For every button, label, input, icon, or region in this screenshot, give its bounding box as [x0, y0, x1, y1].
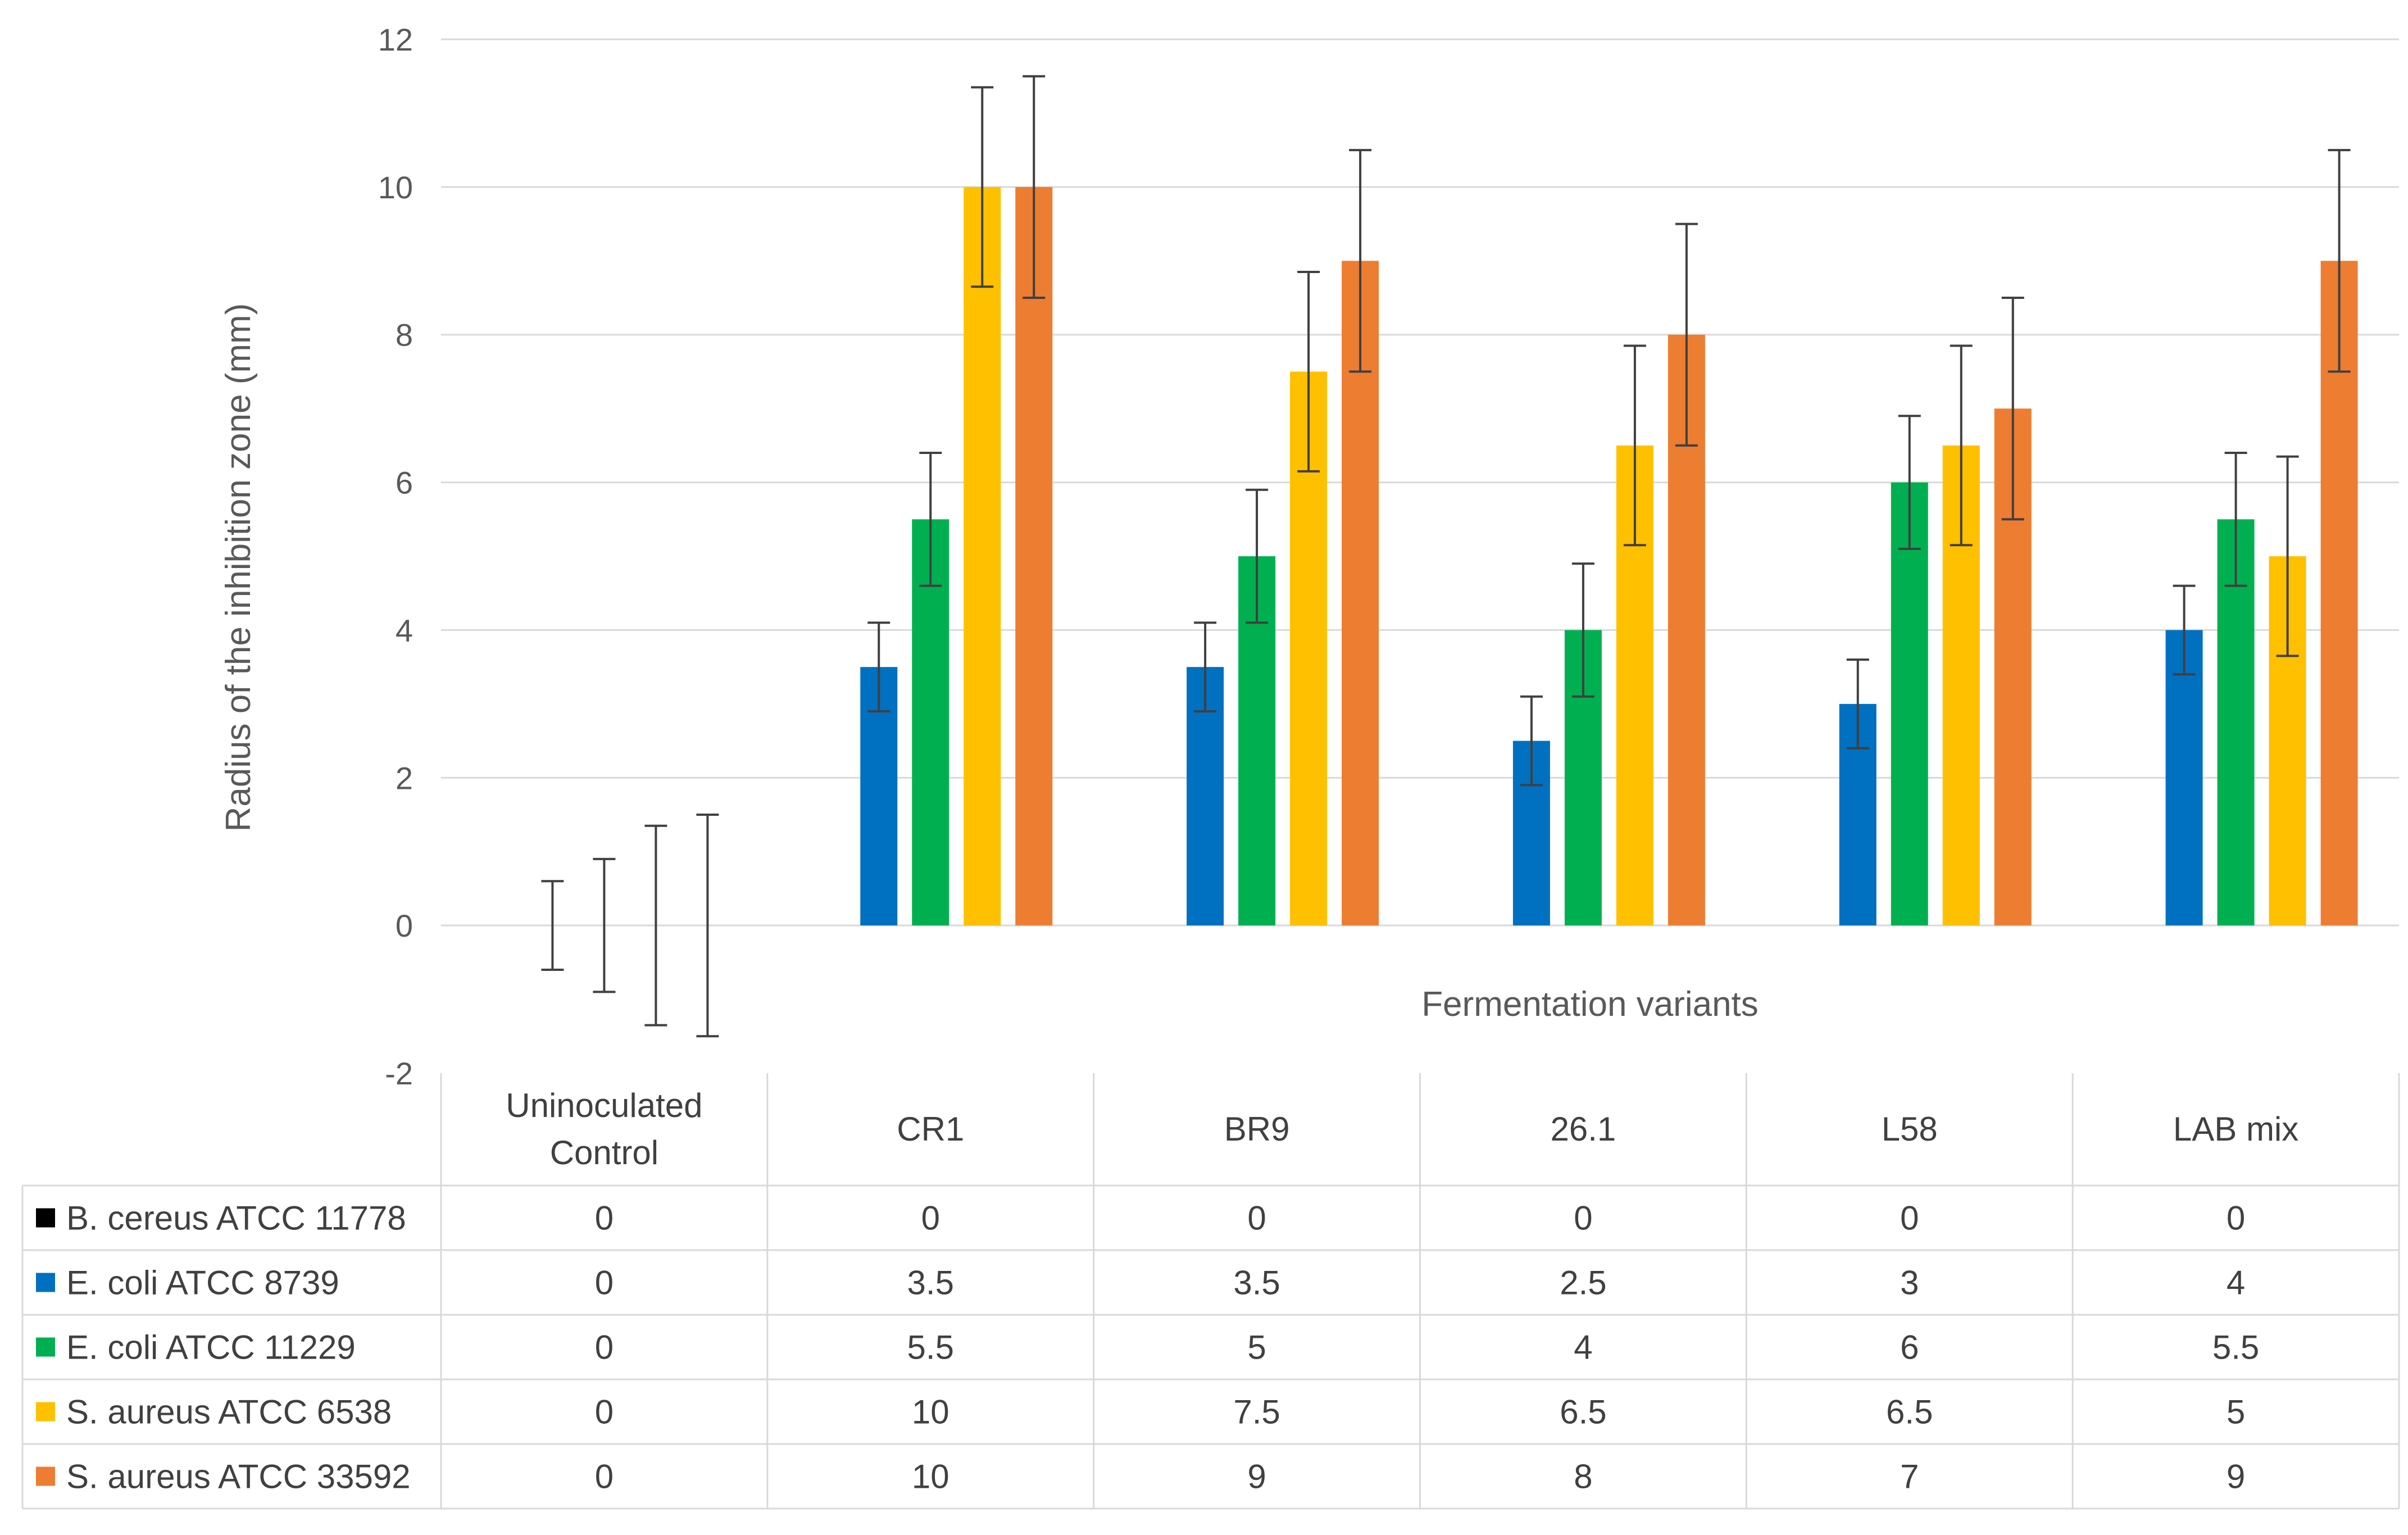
- table-cell-2-4: 6: [1900, 1329, 1919, 1366]
- series-name-0: B. cereus ATCC 11778: [66, 1200, 406, 1237]
- series-name-4: S. aureus ATCC 33592: [66, 1458, 411, 1496]
- legend-key-1: [36, 1273, 55, 1292]
- series-name-2: E. coli ATCC 11229: [66, 1329, 356, 1366]
- bars: [860, 187, 2358, 926]
- table-cell-3-5: 5: [2227, 1393, 2245, 1431]
- bar-1-2: [912, 519, 949, 926]
- table-cell-0-0: 0: [595, 1200, 614, 1237]
- table-cell-3-2: 7.5: [1233, 1393, 1280, 1431]
- bar-1-3: [964, 187, 1001, 926]
- category-label-4: L58: [1882, 1110, 1938, 1148]
- table-cell-3-1: 10: [912, 1393, 949, 1431]
- table-cell-0-1: 0: [921, 1200, 940, 1237]
- table-cell-0-5: 0: [2227, 1200, 2245, 1237]
- table-cell-1-0: 0: [595, 1264, 614, 1302]
- y-tick-label-8: 8: [396, 317, 413, 353]
- y-tick-label-12: 12: [378, 22, 413, 57]
- table-cell-4-5: 9: [2227, 1458, 2245, 1496]
- bar-1-4: [1015, 187, 1053, 926]
- bar-5-2: [2217, 519, 2255, 926]
- bar-4-2: [1891, 482, 1928, 926]
- table-cell-4-4: 7: [1900, 1458, 1919, 1496]
- table-cell-1-1: 3.5: [907, 1264, 954, 1302]
- category-label-1: CR1: [897, 1110, 964, 1148]
- x-axis-title: Fermentation variants: [1421, 985, 1759, 1024]
- legend-key-0: [36, 1208, 55, 1228]
- y-tick-label-10: 10: [378, 170, 413, 205]
- category-label-0-line-1: Control: [550, 1134, 658, 1171]
- category-label-5: LAB mix: [2173, 1110, 2298, 1148]
- y-axis-title: Radius of the inhibition zone (mm): [219, 303, 258, 832]
- bar-5-1: [2165, 630, 2203, 926]
- y-tick-label-2: 2: [396, 760, 413, 796]
- category-label-0-line-0: Uninoculated: [506, 1087, 702, 1124]
- table-cell-4-0: 0: [595, 1458, 614, 1496]
- table-cell-4-1: 10: [912, 1458, 949, 1496]
- table-cell-1-4: 3: [1900, 1264, 1919, 1302]
- table-cell-3-0: 0: [595, 1393, 614, 1431]
- table-cell-2-5: 5.5: [2212, 1329, 2259, 1366]
- table-cell-0-2: 0: [1247, 1200, 1266, 1237]
- y-tick-label-0: 0: [396, 908, 413, 943]
- table-cell-4-2: 9: [1247, 1458, 1266, 1496]
- y-tick-label-4: 4: [396, 612, 413, 648]
- data-table: Uninoculated Control CR1 BR9 26.1 L58 LAB mix B…: [21, 1073, 2400, 1510]
- table-cell-0-4: 0: [1900, 1200, 1919, 1237]
- table-cell-2-2: 5: [1247, 1329, 1266, 1366]
- table-cell-2-0: 0: [595, 1329, 614, 1366]
- legend-key-3: [36, 1402, 55, 1422]
- y-tick-label-6: 6: [396, 465, 413, 501]
- table-cell-2-1: 5.5: [907, 1329, 954, 1366]
- table-cell-0-3: 0: [1574, 1200, 1592, 1237]
- grid: [441, 38, 2399, 927]
- table-cell-3-3: 6.5: [1560, 1393, 1606, 1431]
- series-name-1: E. coli ATCC 8739: [66, 1264, 339, 1302]
- series-name-3: S. aureus ATCC 6538: [66, 1393, 392, 1431]
- category-label-2: BR9: [1224, 1110, 1290, 1148]
- legend-key-2: [36, 1337, 55, 1357]
- table-cell-1-5: 4: [2227, 1264, 2245, 1302]
- y-axis: -2 0 2 4 6 8 10 12: [378, 22, 413, 1091]
- error-bars: [541, 75, 2351, 1038]
- legend-key-4: [36, 1466, 55, 1486]
- y-tick-label--2: -2: [385, 1056, 413, 1091]
- table-cell-3-4: 6.5: [1886, 1393, 1933, 1431]
- table-cell-1-3: 2.5: [1560, 1264, 1606, 1302]
- table-cell-1-2: 3.5: [1233, 1264, 1280, 1302]
- table-cell-4-3: 8: [1574, 1458, 1592, 1496]
- table-cell-2-3: 4: [1574, 1329, 1592, 1366]
- category-label-3: 26.1: [1551, 1110, 1616, 1148]
